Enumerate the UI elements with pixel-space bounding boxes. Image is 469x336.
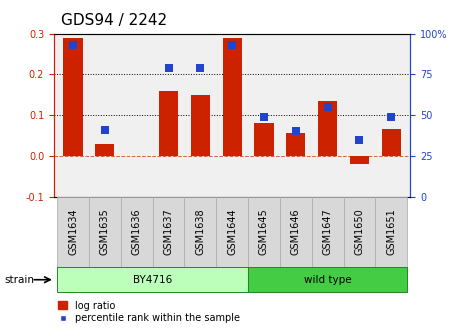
Text: GSM1645: GSM1645 bbox=[259, 208, 269, 255]
Bar bbox=[159, 91, 178, 156]
Text: GSM1646: GSM1646 bbox=[291, 209, 301, 255]
Bar bbox=[350, 156, 369, 164]
Point bbox=[260, 114, 268, 119]
Legend: log ratio, percentile rank within the sample: log ratio, percentile rank within the sa… bbox=[58, 300, 240, 324]
Point bbox=[165, 65, 172, 71]
Point bbox=[69, 42, 77, 48]
Text: BY4716: BY4716 bbox=[133, 275, 172, 285]
Bar bbox=[382, 129, 401, 156]
Text: GSM1635: GSM1635 bbox=[100, 208, 110, 255]
Bar bbox=[63, 38, 83, 156]
Bar bbox=[254, 123, 273, 156]
Bar bbox=[318, 101, 337, 156]
Text: GSM1634: GSM1634 bbox=[68, 209, 78, 255]
Point bbox=[228, 42, 236, 48]
Text: GSM1638: GSM1638 bbox=[195, 209, 205, 255]
Text: GSM1647: GSM1647 bbox=[323, 208, 333, 255]
Text: wild type: wild type bbox=[304, 275, 351, 285]
Bar bbox=[223, 38, 242, 156]
Point bbox=[324, 104, 332, 110]
Point bbox=[101, 127, 109, 132]
Point bbox=[197, 65, 204, 71]
Text: GSM1644: GSM1644 bbox=[227, 209, 237, 255]
Bar bbox=[95, 144, 114, 156]
Text: GSM1637: GSM1637 bbox=[164, 208, 174, 255]
Point bbox=[356, 137, 363, 142]
Text: strain: strain bbox=[5, 275, 35, 285]
Point bbox=[387, 114, 395, 119]
Text: GDS94 / 2242: GDS94 / 2242 bbox=[61, 13, 167, 29]
Text: GSM1651: GSM1651 bbox=[386, 208, 396, 255]
Text: GSM1636: GSM1636 bbox=[132, 209, 142, 255]
Bar bbox=[191, 95, 210, 156]
Bar bbox=[286, 133, 305, 156]
Point bbox=[292, 129, 300, 134]
Text: GSM1650: GSM1650 bbox=[355, 208, 364, 255]
